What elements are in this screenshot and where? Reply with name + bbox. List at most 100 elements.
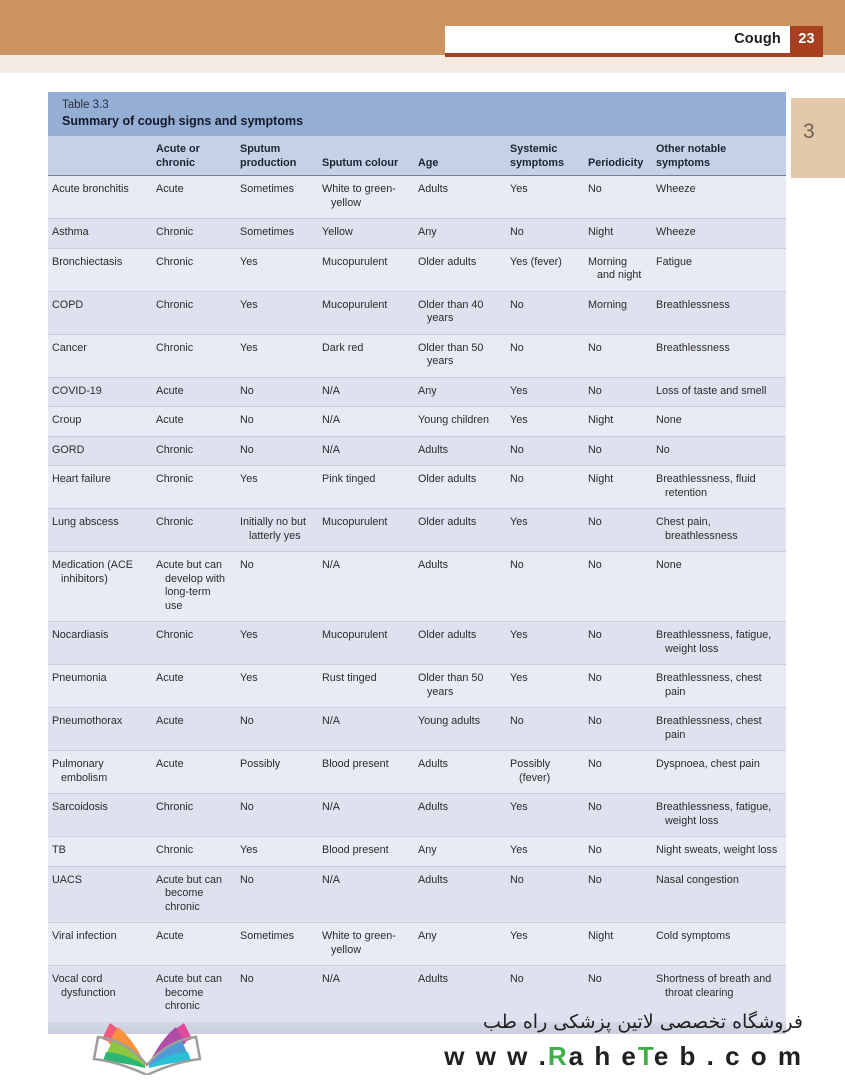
- table-cell: Mucopurulent: [318, 508, 414, 552]
- row-condition-label: Pneumonia: [48, 664, 152, 708]
- table-cell: Yes: [506, 508, 584, 552]
- table-cell: No: [236, 406, 318, 437]
- table-cell: Young children: [414, 406, 506, 437]
- row-condition-label: GORD: [48, 436, 152, 466]
- table-cell: Night: [584, 922, 652, 966]
- row-condition-label: Acute bronchitis: [48, 175, 152, 219]
- table-cell: Any: [414, 218, 506, 249]
- footer-url-segment: T: [637, 1041, 654, 1071]
- footer-url-segment: w w w .: [444, 1041, 548, 1071]
- table-row: Viral infection Acute Sometimes White to gr…: [48, 922, 786, 966]
- row-condition-label: Pulmonary embolism: [48, 750, 152, 794]
- table-cell: Chest pain, breathlessness: [652, 508, 786, 552]
- table-cell: Chronic: [152, 436, 236, 466]
- table-cell: No: [506, 866, 584, 923]
- table-cell: Breathlessness, fatigue, weight loss: [652, 793, 786, 837]
- table-cell: Adults: [414, 965, 506, 1022]
- table-cell: Yes: [506, 377, 584, 407]
- table-cell: Sometimes: [236, 175, 318, 219]
- table-cell: No: [236, 377, 318, 407]
- table-cell: Yes: [236, 291, 318, 335]
- row-condition-label: Cancer: [48, 334, 152, 378]
- table-cell: White to green-yellow: [318, 922, 414, 966]
- footer-url-segment: e b . c o m: [653, 1041, 803, 1071]
- table-cell: No: [236, 436, 318, 466]
- table-cell: Acute: [152, 750, 236, 794]
- table-cell: Possibly: [236, 750, 318, 794]
- table-cell: Acute: [152, 664, 236, 708]
- table-cell: Older than 40 years: [414, 291, 506, 335]
- cough-summary-table: Acute or chronic Sputum production Sputum …: [48, 136, 786, 1022]
- table-cell: Older adults: [414, 508, 506, 552]
- table-cell: Yes: [506, 793, 584, 837]
- running-head-title: Cough: [734, 31, 781, 47]
- column-header-0: [48, 136, 152, 176]
- table-cell: Yes: [506, 406, 584, 437]
- table-row: Pulmonary embolism Acute Possibly Blood pre…: [48, 750, 786, 794]
- table-cell: Acute: [152, 406, 236, 437]
- table-cell: Yes: [236, 465, 318, 509]
- table-cell: Acute: [152, 377, 236, 407]
- table-cell: Any: [414, 836, 506, 867]
- table-cell: Yes (fever): [506, 248, 584, 292]
- table-cell: Pink tinged: [318, 465, 414, 509]
- table-cell: Any: [414, 377, 506, 407]
- table-cell: Dark red: [318, 334, 414, 378]
- table-cell: Acute but can develop with long-term use: [152, 551, 236, 622]
- table-cell: Rust tinged: [318, 664, 414, 708]
- table-cell: Night: [584, 465, 652, 509]
- table-cell: Yes: [506, 621, 584, 665]
- column-header-3: Sputum colour: [318, 136, 414, 176]
- table-cell: No: [236, 707, 318, 751]
- table-row: Heart failure Chronic Yes Pink tinged Older …: [48, 465, 786, 509]
- table-cell: Acute: [152, 175, 236, 219]
- footer-url-segment: R: [547, 1041, 569, 1071]
- table-cell: No: [652, 436, 786, 466]
- table-cell: Mucopurulent: [318, 621, 414, 665]
- row-condition-label: Croup: [48, 406, 152, 437]
- row-condition-label: Asthma: [48, 218, 152, 249]
- table-cell: No: [584, 793, 652, 837]
- table-cell: Loss of taste and smell: [652, 377, 786, 407]
- row-condition-label: Pneumothorax: [48, 707, 152, 751]
- table-cell: Breathlessness, chest pain: [652, 707, 786, 751]
- running-head: Cough 23: [445, 26, 823, 53]
- table-cell: Yes: [236, 248, 318, 292]
- table-cell: Breathlessness: [652, 291, 786, 335]
- table-cell: Shortness of breath and throat clearing: [652, 965, 786, 1022]
- table-cell: Adults: [414, 793, 506, 837]
- table-cell: N/A: [318, 551, 414, 622]
- table-cell: No: [584, 621, 652, 665]
- table-cell: No: [584, 866, 652, 923]
- table-cell: Older than 50 years: [414, 664, 506, 708]
- footer-url: w w w .Ra h eTe b . c o m: [444, 1041, 803, 1072]
- table-cell: Dyspnoea, chest pain: [652, 750, 786, 794]
- table-cell: No: [506, 707, 584, 751]
- table-cell: No: [506, 551, 584, 622]
- table-cell: No: [236, 965, 318, 1022]
- table-cell: No: [506, 218, 584, 249]
- table-cell: N/A: [318, 965, 414, 1022]
- table-row: COPD Chronic Yes Mucopurulent Older than 40 …: [48, 291, 786, 335]
- table-cell: Wheeze: [652, 218, 786, 249]
- table-cell: Older adults: [414, 465, 506, 509]
- table-row: Croup Acute No N/A Young children Yes Night Non…: [48, 406, 786, 437]
- table-cell: No: [506, 291, 584, 335]
- table-cell: Yes: [236, 664, 318, 708]
- table-cell: Young adults: [414, 707, 506, 751]
- table-header-row: Acute or chronic Sputum production Sputum …: [48, 136, 786, 176]
- table-row: Bronchiectasis Chronic Yes Mucopurulent Olde…: [48, 248, 786, 292]
- table-cell: Morning and night: [584, 248, 652, 292]
- table-cell: No: [584, 377, 652, 407]
- row-condition-label: Heart failure: [48, 465, 152, 509]
- table-row: Asthma Chronic Sometimes Yellow Any No Night Wh…: [48, 218, 786, 249]
- table-cell: N/A: [318, 436, 414, 466]
- table-head: Acute or chronic Sputum production Sputum …: [48, 136, 786, 176]
- table-cell: No: [584, 965, 652, 1022]
- table-cell: Possibly (fever): [506, 750, 584, 794]
- table-row: Pneumonia Acute Yes Rust tinged Older than 5…: [48, 664, 786, 708]
- table-cell: Acute: [152, 922, 236, 966]
- table-row: TB Chronic Yes Blood present Any Yes No Night s…: [48, 836, 786, 867]
- table-cell: Yellow: [318, 218, 414, 249]
- table-cell: Adults: [414, 551, 506, 622]
